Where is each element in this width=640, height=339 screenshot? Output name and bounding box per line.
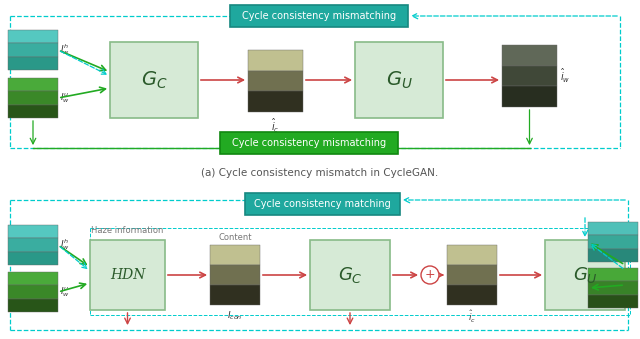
- Text: Cycle consistency matching: Cycle consistency matching: [254, 199, 391, 209]
- Bar: [210, 245, 260, 265]
- Bar: [8, 299, 58, 312]
- Text: Content: Content: [218, 233, 252, 242]
- Bar: [588, 268, 638, 281]
- Text: $G_U$: $G_U$: [573, 265, 598, 285]
- Bar: [502, 66, 557, 86]
- Bar: [502, 86, 557, 107]
- Bar: [8, 225, 58, 238]
- Bar: [8, 252, 58, 265]
- Text: $I_w^h$: $I_w^h$: [60, 238, 70, 253]
- Text: $G_U$: $G_U$: [385, 69, 412, 91]
- Text: $G_C$: $G_C$: [338, 265, 362, 285]
- Bar: [8, 91, 58, 105]
- Bar: [447, 285, 497, 305]
- Circle shape: [421, 266, 439, 284]
- Text: $G_C$: $G_C$: [141, 69, 167, 91]
- Bar: [545, 240, 625, 310]
- Text: $I_w^u$: $I_w^u$: [60, 285, 70, 299]
- Bar: [245, 193, 400, 215]
- Bar: [588, 295, 638, 308]
- Bar: [230, 5, 408, 27]
- Bar: [8, 30, 58, 43]
- Bar: [220, 132, 398, 154]
- Bar: [447, 245, 497, 265]
- Text: Haze information: Haze information: [92, 226, 164, 235]
- Text: (a) Cycle consistency mismatch in CycleGAN.: (a) Cycle consistency mismatch in CycleG…: [202, 168, 438, 178]
- Bar: [210, 265, 260, 285]
- Bar: [90, 240, 165, 310]
- Bar: [355, 42, 443, 118]
- Bar: [447, 265, 497, 285]
- Bar: [588, 222, 638, 235]
- Text: $\hat{i}_c$: $\hat{i}_c$: [271, 117, 280, 135]
- Bar: [588, 235, 638, 249]
- Text: $I_{con}$: $I_{con}$: [227, 309, 243, 321]
- Bar: [8, 43, 58, 57]
- Bar: [8, 285, 58, 299]
- Bar: [310, 240, 390, 310]
- Text: $\hat{i}_w$: $\hat{i}_w$: [560, 67, 570, 85]
- Text: $I_w^h$: $I_w^h$: [60, 43, 70, 57]
- Bar: [8, 78, 58, 91]
- Bar: [248, 50, 303, 71]
- Text: $\hat{i}_c$: $\hat{i}_c$: [468, 309, 476, 325]
- Bar: [8, 105, 58, 118]
- Bar: [8, 238, 58, 252]
- Text: HDN: HDN: [110, 268, 145, 282]
- Bar: [210, 285, 260, 305]
- Text: Cycle consistency mismatching: Cycle consistency mismatching: [232, 138, 386, 148]
- Bar: [8, 57, 58, 70]
- Bar: [588, 249, 638, 262]
- Text: Cycle consistency mismatching: Cycle consistency mismatching: [242, 11, 396, 21]
- Bar: [588, 281, 638, 295]
- Bar: [502, 45, 557, 66]
- Bar: [248, 91, 303, 112]
- Text: $I_w^u$: $I_w^u$: [60, 91, 70, 105]
- Bar: [8, 272, 58, 285]
- Text: +: +: [425, 268, 435, 281]
- Bar: [110, 42, 198, 118]
- Bar: [248, 71, 303, 91]
